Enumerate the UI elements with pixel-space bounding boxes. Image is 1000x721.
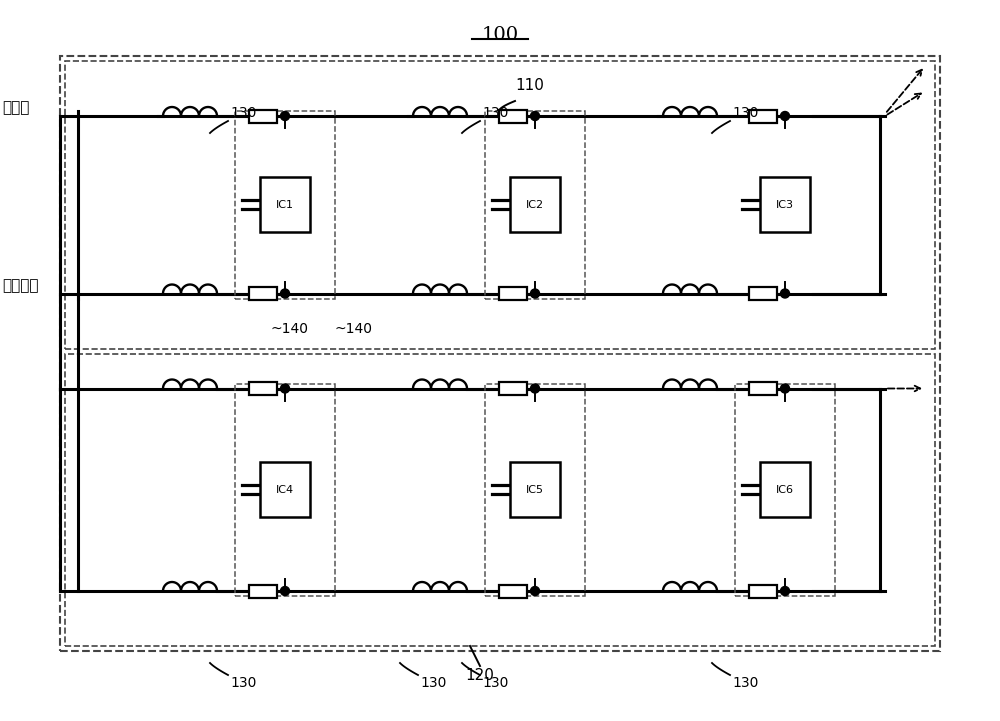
Bar [760, 462, 810, 517]
Bar [749, 585, 777, 598]
Bar [499, 585, 527, 598]
Circle shape [530, 586, 540, 596]
Text: 130: 130 [732, 106, 758, 120]
Text: 130: 130 [230, 676, 256, 690]
Bar [60, 56, 940, 651]
Text: 120: 120 [466, 668, 494, 684]
Text: IC4: IC4 [276, 485, 294, 495]
Text: 130: 130 [420, 676, 446, 690]
Bar [735, 384, 835, 596]
Circle shape [780, 112, 790, 120]
Text: ~140: ~140 [335, 322, 373, 336]
Circle shape [280, 289, 290, 298]
Bar [65, 61, 935, 348]
Text: 130: 130 [482, 106, 508, 120]
Text: 电源线: 电源线 [2, 100, 29, 115]
Bar [235, 384, 335, 596]
Text: 130: 130 [230, 106, 256, 120]
Circle shape [280, 586, 290, 596]
Circle shape [530, 384, 540, 393]
Bar [249, 287, 277, 300]
Circle shape [530, 112, 540, 120]
Bar [510, 177, 560, 232]
Bar [749, 110, 777, 123]
Text: 功率地线: 功率地线 [2, 278, 38, 293]
Bar [749, 287, 777, 300]
Bar [499, 287, 527, 300]
Text: IC2: IC2 [526, 200, 544, 210]
Bar [260, 177, 310, 232]
Bar [760, 177, 810, 232]
Text: 100: 100 [481, 26, 519, 44]
Bar [235, 111, 335, 298]
Bar [485, 384, 585, 596]
Circle shape [280, 112, 290, 120]
Bar [249, 110, 277, 123]
Circle shape [780, 384, 790, 393]
Text: IC3: IC3 [776, 200, 794, 210]
Text: 110: 110 [516, 79, 544, 94]
Text: 130: 130 [732, 676, 758, 690]
Bar [485, 111, 585, 298]
Bar [249, 585, 277, 598]
Bar [499, 382, 527, 395]
Circle shape [780, 289, 790, 298]
Bar [749, 382, 777, 395]
Circle shape [780, 586, 790, 596]
Text: IC6: IC6 [776, 485, 794, 495]
Text: 130: 130 [482, 676, 508, 690]
Text: ~140: ~140 [270, 322, 308, 336]
Bar [499, 110, 527, 123]
Bar [249, 382, 277, 395]
Text: IC1: IC1 [276, 200, 294, 210]
Text: IC5: IC5 [526, 485, 544, 495]
Bar [510, 462, 560, 517]
Circle shape [280, 384, 290, 393]
Bar [260, 462, 310, 517]
Circle shape [530, 289, 540, 298]
Bar [65, 353, 935, 646]
